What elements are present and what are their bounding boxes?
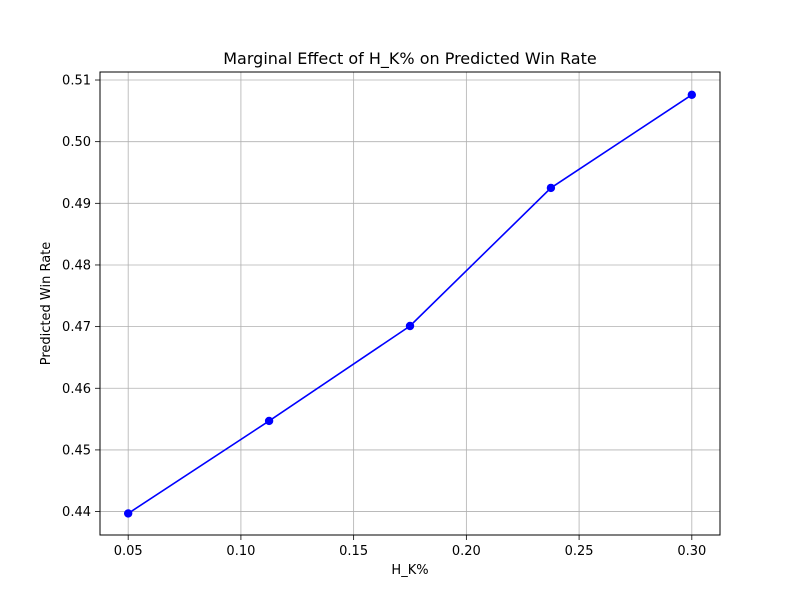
data-point bbox=[123, 509, 133, 518]
x-tick-label: 0.30 bbox=[677, 544, 706, 559]
y-tick-label: 0.49 bbox=[62, 197, 91, 212]
y-tick-label: 0.45 bbox=[62, 443, 91, 458]
data-series bbox=[123, 90, 697, 518]
x-tick-label: 0.20 bbox=[452, 544, 481, 559]
x-tick-label: 0.10 bbox=[226, 544, 255, 559]
x-tick-label: 0.05 bbox=[114, 544, 143, 559]
x-axis-ticks: 0.05 0.10 0.15 0.20 0.25 0.30 bbox=[114, 535, 706, 559]
data-point bbox=[264, 416, 274, 426]
y-tick-label: 0.44 bbox=[62, 505, 91, 520]
data-point bbox=[405, 321, 415, 331]
x-axis-label: H_K% bbox=[391, 563, 428, 578]
x-tick-label: 0.25 bbox=[565, 544, 594, 559]
grid-lines bbox=[100, 72, 720, 535]
y-tick-label: 0.47 bbox=[62, 320, 91, 335]
y-axis-ticks: 0.44 0.45 0.46 0.47 0.48 0.49 0.50 0.51 bbox=[62, 74, 100, 520]
data-point bbox=[546, 183, 556, 193]
y-axis-label: Predicted Win Rate bbox=[39, 242, 54, 366]
y-tick-label: 0.51 bbox=[62, 74, 91, 89]
y-tick-label: 0.46 bbox=[62, 382, 91, 397]
y-tick-label: 0.48 bbox=[62, 258, 91, 273]
plot-area-frame bbox=[99, 71, 721, 536]
chart-title: Marginal Effect of H_K% on Predicted Win… bbox=[223, 49, 596, 69]
data-point bbox=[687, 90, 697, 100]
x-tick-label: 0.15 bbox=[339, 544, 368, 559]
y-tick-label: 0.50 bbox=[62, 135, 91, 150]
